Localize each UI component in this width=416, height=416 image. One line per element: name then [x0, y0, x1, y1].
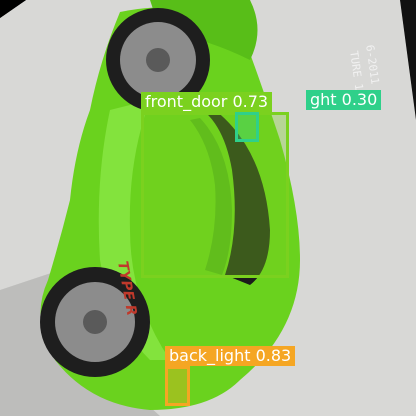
light-label: ght 0.30: [306, 90, 382, 110]
back-light-box: [165, 366, 190, 406]
rear-wheel: [106, 8, 210, 112]
car-windshield: [205, 110, 270, 285]
black-border-right: [400, 0, 416, 120]
light-fill: [235, 112, 259, 142]
front-door-label: front_door 0.73: [141, 92, 273, 112]
black-border-left: [0, 0, 26, 18]
front-door-box: [141, 112, 289, 278]
front-door-fill: [141, 112, 289, 278]
car-side-window: [190, 118, 232, 275]
front-wheel: [40, 267, 150, 377]
back-light-label: back_light 0.83: [165, 346, 296, 366]
light-box: [235, 112, 259, 142]
back-light-fill: [165, 366, 190, 406]
